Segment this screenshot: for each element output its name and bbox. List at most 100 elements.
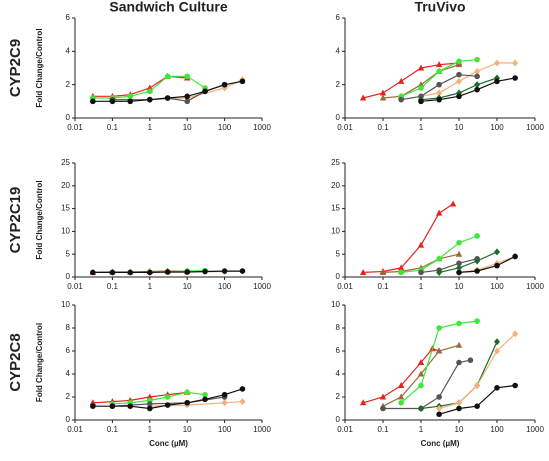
fit-line (112, 391, 206, 405)
row-label: CYP2C8 (7, 333, 24, 391)
marker (417, 81, 425, 88)
marker (474, 56, 480, 63)
marker (90, 403, 96, 410)
marker (417, 64, 425, 71)
marker (397, 393, 405, 400)
x-tick-label: 0.1 (377, 123, 389, 132)
marker (456, 399, 462, 407)
marker (456, 264, 462, 272)
marker (456, 269, 462, 276)
y-tick-label: 10 (61, 227, 70, 236)
marker (90, 98, 96, 105)
marker (202, 88, 208, 95)
marker (127, 98, 134, 105)
y-tick-label: 0 (336, 415, 341, 424)
y-tick-label: 25 (61, 158, 70, 167)
y-tick-label: 4 (66, 369, 71, 378)
marker (147, 401, 153, 407)
marker (436, 89, 443, 97)
y-tick-label: 4 (336, 369, 341, 378)
y-tick-label: 6 (336, 13, 341, 22)
marker (397, 264, 405, 271)
x-tick-label: 1000 (253, 123, 271, 132)
marker (146, 84, 153, 91)
y-tick-label: 2 (66, 80, 71, 89)
marker (239, 268, 246, 274)
y-axis-label: Fold Change/Control (35, 28, 44, 107)
marker (474, 73, 480, 80)
marker (456, 71, 462, 78)
marker (397, 77, 405, 84)
marker (397, 382, 405, 388)
y-tick-label: 0 (66, 415, 71, 424)
marker (359, 94, 367, 101)
marker (418, 269, 424, 276)
fit-line (400, 320, 478, 404)
y-tick-label: 0 (66, 113, 71, 122)
marker (146, 393, 153, 400)
x-tick-label: 100 (218, 425, 232, 434)
x-tick-label: 10 (183, 282, 192, 291)
fit-line (438, 384, 516, 415)
y-axis-label: Fold Change/Control (35, 323, 44, 402)
marker (418, 382, 424, 389)
y-tick-label: 2 (336, 80, 341, 89)
column-title: TruVivo (414, 0, 465, 15)
row-label: CYP2C19 (7, 187, 24, 254)
x-tick-label: 1 (419, 282, 424, 291)
marker (418, 85, 424, 91)
y-tick-label: 2 (66, 392, 71, 401)
marker (379, 393, 387, 400)
marker (147, 88, 153, 95)
x-tick-label: 0.1 (107, 282, 119, 291)
y-tick-label: 4 (66, 46, 71, 55)
x-tick-label: 0.01 (67, 425, 83, 434)
marker (436, 405, 443, 412)
x-tick-label: 10 (183, 123, 192, 132)
marker (221, 391, 228, 398)
y-tick-label: 0 (66, 272, 71, 281)
marker (239, 398, 246, 406)
marker (456, 93, 462, 100)
x-tick-label: 100 (218, 282, 232, 291)
marker (184, 389, 190, 396)
marker (398, 399, 404, 406)
x-tick-label: 0.01 (337, 282, 353, 291)
marker (221, 268, 228, 274)
x-tick-label: 100 (490, 425, 504, 434)
x-tick-label: 1 (148, 123, 153, 132)
marker (164, 394, 171, 400)
y-tick-label: 25 (331, 158, 340, 167)
fit-line (362, 62, 460, 99)
marker (456, 320, 462, 327)
marker (398, 269, 404, 276)
marker (474, 382, 481, 389)
marker (474, 403, 480, 410)
marker (436, 268, 443, 276)
marker (494, 262, 500, 269)
marker (184, 93, 190, 100)
marker (494, 347, 500, 355)
y-tick-label: 10 (331, 300, 340, 309)
row-label: CYP2C9 (7, 39, 24, 97)
y-tick-label: 5 (336, 249, 341, 258)
x-tick-label: 0.01 (67, 282, 83, 291)
marker (202, 396, 208, 403)
y-tick-label: 20 (331, 181, 340, 190)
x-tick-label: 1 (419, 425, 424, 434)
x-tick-label: 1000 (253, 282, 271, 291)
y-tick-label: 10 (331, 227, 340, 236)
marker (436, 394, 442, 400)
marker (494, 78, 500, 85)
marker (436, 411, 442, 418)
marker (202, 268, 208, 275)
x-tick-label: 1000 (526, 425, 544, 434)
x-axis-label: Conc (µM) (149, 439, 188, 448)
x-tick-label: 0.01 (337, 425, 353, 434)
marker (474, 318, 480, 324)
x-tick-label: 1000 (526, 282, 544, 291)
marker (436, 325, 442, 331)
x-tick-label: 0.1 (377, 282, 389, 291)
marker (417, 241, 425, 248)
marker (474, 233, 480, 239)
